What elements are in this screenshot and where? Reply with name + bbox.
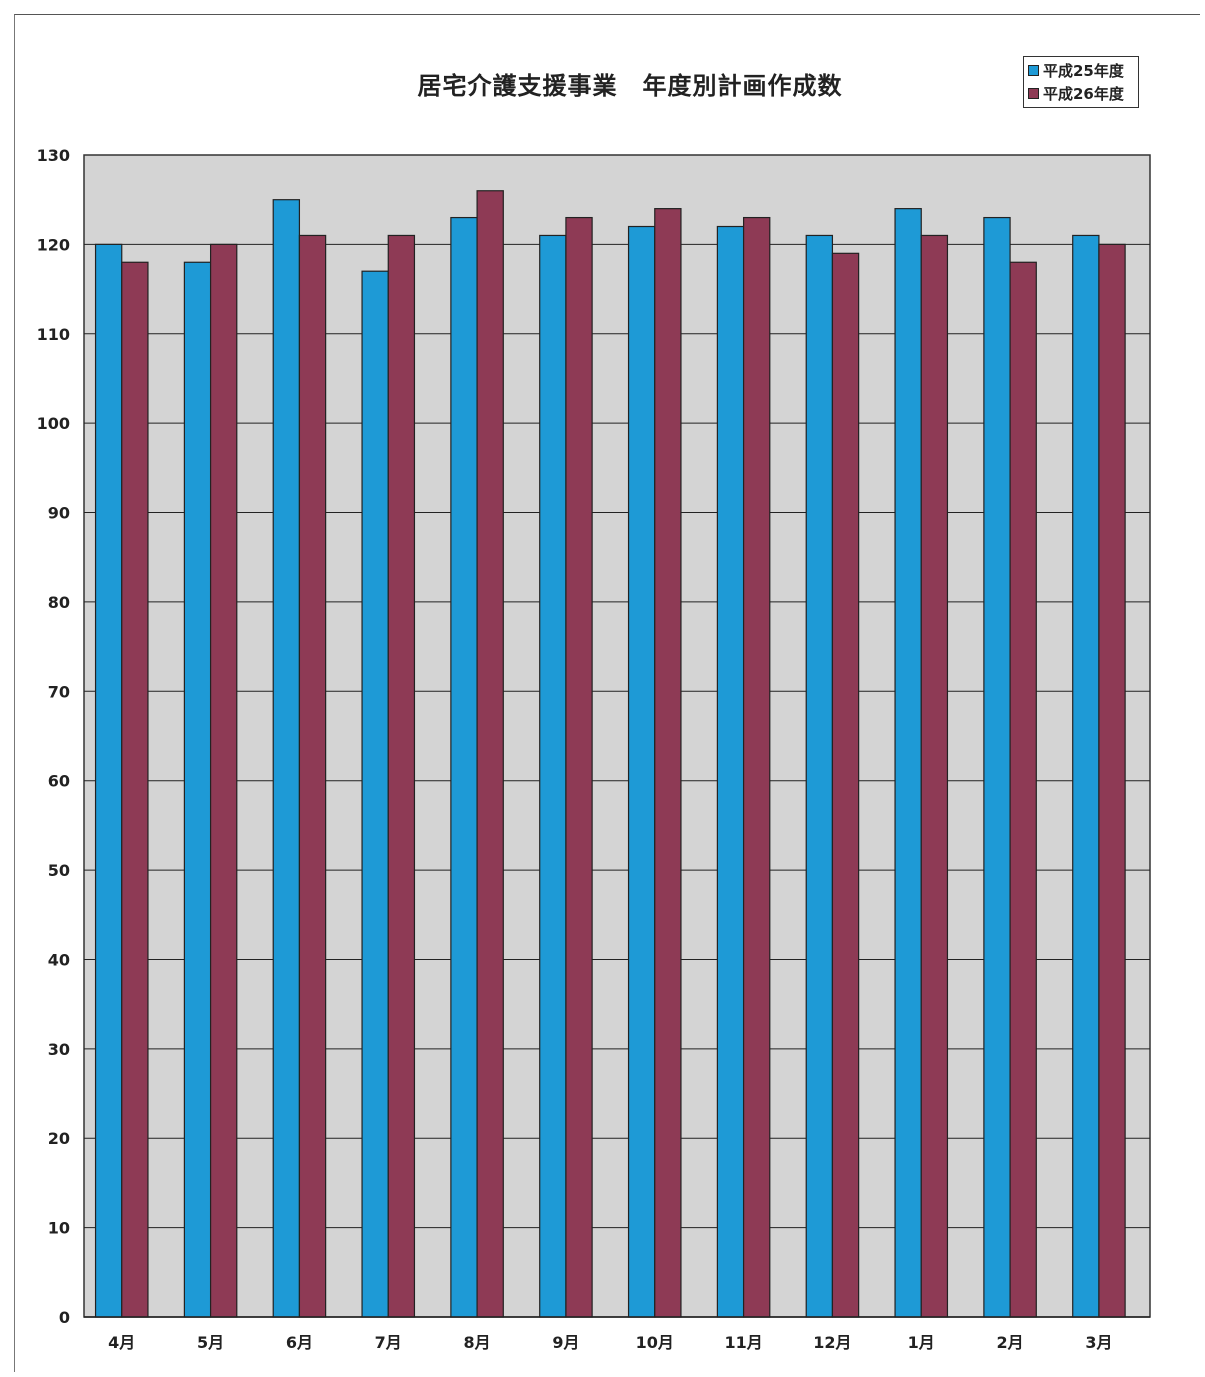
x-tick-label: 2月: [997, 1333, 1024, 1352]
x-tick-label: 6月: [286, 1333, 313, 1352]
y-tick-label: 100: [37, 414, 70, 433]
bar-series-2: [831, 252, 860, 1318]
bar-series-1: [716, 225, 745, 1318]
y-tick-label: 10: [48, 1219, 70, 1238]
x-tick-label: 12月: [813, 1333, 851, 1352]
y-tick-label: 40: [48, 950, 70, 969]
legend-label-series-2: 平成26年度: [1043, 85, 1124, 103]
y-tick-label: 110: [37, 325, 70, 344]
bar-series-2: [742, 216, 771, 1318]
bar-series-2: [209, 243, 238, 1318]
bar-series-2: [387, 234, 416, 1318]
bar-series-2: [121, 261, 149, 1318]
bar-series-1: [183, 261, 212, 1318]
y-tick-label: 50: [48, 861, 70, 880]
plot-area: [83, 154, 1151, 1318]
bar-series-1: [983, 216, 1011, 1318]
bar-series-1: [361, 270, 389, 1318]
legend-swatch-series-1: [1028, 65, 1039, 76]
y-tick-label: 90: [48, 504, 70, 523]
bar-series-1: [450, 216, 478, 1318]
x-tick-label: 8月: [464, 1333, 491, 1352]
bar-series-1: [1072, 234, 1100, 1318]
y-tick-label: 60: [48, 772, 70, 791]
bar-series-2: [654, 208, 682, 1318]
chart-legend: 平成25年度 平成26年度: [1023, 56, 1139, 108]
bar-series-2: [1009, 261, 1037, 1318]
x-tick-label: 5月: [197, 1333, 224, 1352]
x-tick-label: 9月: [552, 1333, 579, 1352]
x-tick-label: 3月: [1085, 1333, 1112, 1352]
bar-series-1: [94, 243, 123, 1318]
bar-series-1: [894, 208, 922, 1318]
legend-item-series-2: 平成26年度: [1028, 82, 1134, 105]
bar-series-2: [298, 234, 327, 1318]
x-tick-label: 11月: [724, 1333, 762, 1352]
y-tick-label: 0: [59, 1308, 70, 1327]
chart-frame: [14, 14, 1200, 1372]
legend-label-series-1: 平成25年度: [1043, 62, 1124, 80]
x-tick-label: 4月: [108, 1333, 135, 1352]
y-tick-label: 130: [37, 146, 70, 165]
bar-series-2: [476, 190, 504, 1318]
x-tick-label: 10月: [636, 1333, 674, 1352]
bar-series-1: [805, 234, 834, 1318]
legend-swatch-series-2: [1028, 88, 1039, 99]
y-tick-label: 80: [48, 593, 70, 612]
y-tick-label: 30: [48, 1040, 70, 1059]
chart-title: 居宅介護支援事業 年度別計画作成数: [417, 72, 843, 100]
bar-series-2: [1098, 243, 1126, 1318]
y-tick-label: 120: [37, 235, 70, 254]
x-tick-label: 7月: [375, 1333, 402, 1352]
bar-series-1: [539, 234, 567, 1318]
bar-series-2: [920, 234, 949, 1318]
bar-series-1: [627, 225, 656, 1318]
bar-series-1: [272, 199, 301, 1318]
y-tick-label: 20: [48, 1129, 70, 1148]
legend-item-series-1: 平成25年度: [1028, 59, 1134, 82]
x-tick-label: 1月: [908, 1333, 935, 1352]
y-tick-label: 70: [48, 682, 70, 701]
bar-series-2: [565, 216, 593, 1318]
